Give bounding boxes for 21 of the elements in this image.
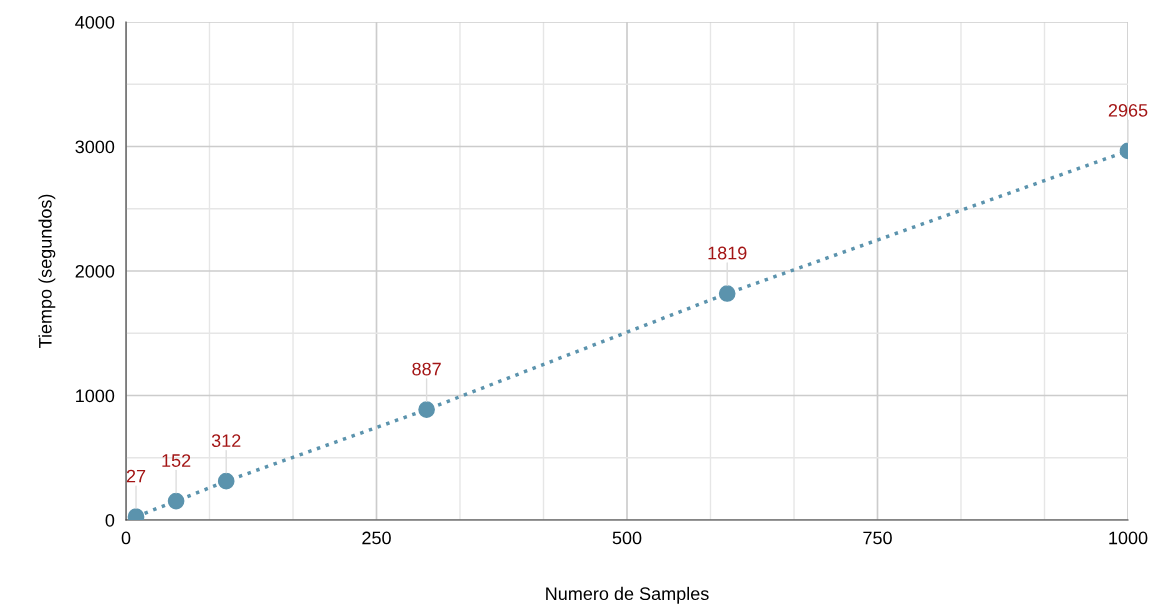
x-tick-label: 750 bbox=[863, 531, 892, 545]
data-label: 1819 bbox=[708, 246, 747, 260]
y-tick-label: 4000 bbox=[75, 15, 115, 29]
data-label: 152 bbox=[162, 454, 191, 467]
data-label: 887 bbox=[412, 362, 441, 376]
data-label: 312 bbox=[211, 434, 241, 448]
x-tick-label: 500 bbox=[612, 531, 642, 545]
x-tick-label: 1000 bbox=[1109, 531, 1148, 545]
point bbox=[418, 401, 435, 418]
y-tick-label: 0 bbox=[105, 513, 115, 527]
point bbox=[217, 472, 235, 490]
y-axis-title: Tiempo (segundos) bbox=[38, 194, 56, 349]
data-label: 2965 bbox=[1108, 103, 1148, 117]
y-tick-label: 1000 bbox=[76, 389, 115, 403]
point bbox=[167, 492, 185, 510]
data-label: 27 bbox=[126, 469, 146, 483]
x-tick-label: 250 bbox=[362, 531, 391, 545]
x-axis-title: Numero de Samples bbox=[546, 586, 709, 604]
x-tick-label: 0 bbox=[121, 531, 131, 545]
y-tick-label: 3000 bbox=[75, 140, 115, 154]
y-tick-label: 2000 bbox=[75, 264, 115, 278]
